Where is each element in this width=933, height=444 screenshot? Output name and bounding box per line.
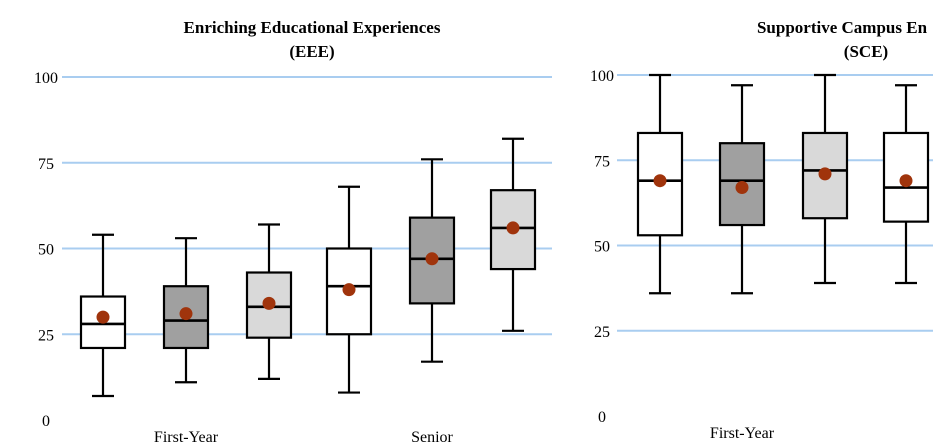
box-plot-1 (636, 73, 684, 295)
eee-title: Enriching Educational Experiences (184, 18, 441, 37)
iqr-box (489, 189, 537, 271)
mean-marker (818, 167, 832, 181)
mean-marker (506, 221, 520, 235)
y-tick-label: 25 (38, 327, 54, 344)
mean-marker (899, 174, 913, 188)
mean-marker (262, 296, 276, 310)
y-tick-label: 50 (594, 239, 610, 256)
mean-marker (653, 174, 667, 188)
box-plot-3 (801, 73, 849, 285)
x-category-label: First-Year (154, 429, 219, 444)
y-tick-label: 25 (594, 324, 610, 341)
eee-subtitle: (EEE) (289, 42, 334, 61)
sce-subtitle: (SCE) (844, 42, 888, 61)
mean-marker (425, 252, 439, 266)
box-plot-2 (162, 237, 210, 384)
mean-marker (735, 181, 749, 195)
sce-title: Supportive Campus En (757, 18, 928, 37)
y-tick-label: 0 (42, 413, 50, 430)
box-plot-4 (882, 84, 930, 285)
box-plot-3 (245, 223, 293, 380)
sce-panel: Supportive Campus En (SCE) 0 25 50 75 100 Fir… (590, 18, 933, 442)
x-category-label: First-Year (710, 425, 775, 442)
mean-marker (96, 310, 110, 324)
eee-panel: Enriching Educational Experiences (EEE) … (34, 18, 552, 444)
mean-marker (342, 283, 356, 297)
x-category-label: Senior (411, 429, 453, 444)
y-tick-label: 100 (34, 70, 58, 87)
box-plot-1 (79, 233, 127, 398)
box-plot-2 (718, 84, 766, 295)
y-tick-label: 75 (594, 153, 610, 170)
y-tick-label: 75 (38, 156, 54, 173)
mean-marker (179, 307, 193, 321)
box-plot-4 (325, 185, 373, 394)
y-tick-label: 100 (590, 68, 614, 85)
box-plot-5 (408, 158, 456, 363)
y-tick-label: 0 (598, 409, 606, 426)
box-plot-6 (489, 137, 537, 332)
y-tick-label: 50 (38, 242, 54, 259)
